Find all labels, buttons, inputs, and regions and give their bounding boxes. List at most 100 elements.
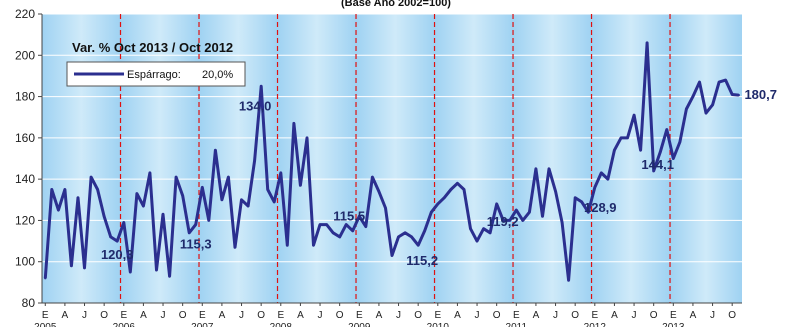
x-month-label: J xyxy=(553,310,558,321)
data-point xyxy=(371,175,374,179)
data-point xyxy=(109,235,112,239)
x-month-label: J xyxy=(475,310,480,321)
x-month-label: O xyxy=(650,310,658,321)
data-point xyxy=(246,204,250,208)
data-point xyxy=(259,85,263,88)
data-label: 144,1 xyxy=(641,157,674,172)
x-year-label: 2008 xyxy=(270,322,293,327)
x-year-label: 2006 xyxy=(113,322,136,327)
data-point xyxy=(63,188,67,191)
data-point xyxy=(632,113,636,117)
data-point xyxy=(456,182,459,185)
x-month-label: A xyxy=(297,310,304,321)
data-point xyxy=(233,246,237,249)
data-point xyxy=(547,167,551,171)
y-tick-label: 80 xyxy=(22,296,36,310)
data-point xyxy=(397,235,400,239)
data-point xyxy=(129,270,132,274)
data-point xyxy=(593,186,597,189)
data-point xyxy=(135,192,139,195)
data-point xyxy=(626,136,629,140)
data-point xyxy=(325,223,328,226)
data-point xyxy=(488,231,492,235)
data-point xyxy=(672,157,675,160)
data-point xyxy=(580,200,583,204)
x-month-label: J xyxy=(82,310,87,321)
data-point xyxy=(50,188,54,191)
data-point xyxy=(273,200,276,204)
legend-title: Var. % Oct 2013 / Oct 2012 xyxy=(72,40,233,55)
data-point xyxy=(717,80,721,84)
data-point xyxy=(384,206,387,210)
data-point xyxy=(573,196,577,199)
data-point xyxy=(253,159,256,162)
data-point xyxy=(364,225,368,228)
data-point xyxy=(76,196,80,199)
year-band xyxy=(434,14,514,303)
data-point xyxy=(70,264,73,268)
data-point xyxy=(619,136,623,140)
data-point xyxy=(659,151,662,154)
data-point xyxy=(652,169,655,173)
data-point xyxy=(227,175,230,179)
data-point xyxy=(515,208,518,212)
data-point xyxy=(351,229,354,232)
x-month-label: E xyxy=(199,310,206,321)
x-year-label: 2011 xyxy=(506,322,528,327)
data-point xyxy=(338,235,341,239)
data-point xyxy=(155,268,158,272)
data-point xyxy=(502,219,505,222)
y-tick-label: 200 xyxy=(15,48,35,62)
x-month-label: O xyxy=(179,310,187,321)
data-label: 120,3 xyxy=(101,247,134,262)
legend-series-label: Espárrago: xyxy=(127,69,181,81)
data-point xyxy=(96,188,99,191)
data-point xyxy=(305,136,309,140)
data-point xyxy=(495,202,498,206)
data-point xyxy=(613,149,616,152)
data-point xyxy=(436,202,439,206)
data-point xyxy=(122,221,125,224)
x-month-label: A xyxy=(690,310,697,321)
y-tick-label: 100 xyxy=(15,255,35,269)
data-point xyxy=(312,244,315,247)
x-month-label: J xyxy=(396,310,401,321)
x-month-label: E xyxy=(670,310,677,321)
data-point xyxy=(691,95,695,98)
year-band xyxy=(513,14,592,303)
x-month-label: E xyxy=(120,310,127,321)
data-point xyxy=(541,215,544,218)
data-point xyxy=(430,210,433,214)
year-band xyxy=(356,14,435,303)
data-point xyxy=(737,93,740,97)
x-month-label: A xyxy=(140,310,147,321)
data-point xyxy=(194,223,197,226)
data-label: 180,7 xyxy=(744,87,777,102)
x-month-label: O xyxy=(728,310,736,321)
data-point xyxy=(724,78,727,82)
x-month-label: E xyxy=(356,310,363,321)
x-year-label: 2005 xyxy=(34,322,57,327)
data-point xyxy=(83,266,86,270)
data-point xyxy=(201,186,204,189)
data-point xyxy=(142,204,145,208)
data-point xyxy=(554,190,557,193)
x-month-label: J xyxy=(161,310,166,321)
data-point xyxy=(266,188,269,191)
data-point xyxy=(403,231,407,235)
x-month-label: O xyxy=(493,310,501,321)
x-month-label: O xyxy=(336,310,344,321)
data-point xyxy=(148,171,152,175)
x-month-label: O xyxy=(257,310,265,321)
data-point xyxy=(102,215,106,218)
data-point xyxy=(665,128,668,131)
data-point xyxy=(57,208,60,212)
data-point xyxy=(528,210,531,214)
data-point xyxy=(174,175,178,179)
x-month-label: J xyxy=(632,310,637,321)
data-point xyxy=(534,167,538,171)
data-point xyxy=(377,190,381,193)
legend-series-value: 20,0% xyxy=(202,69,233,81)
x-month-label: A xyxy=(533,310,540,321)
x-month-label: A xyxy=(376,310,383,321)
